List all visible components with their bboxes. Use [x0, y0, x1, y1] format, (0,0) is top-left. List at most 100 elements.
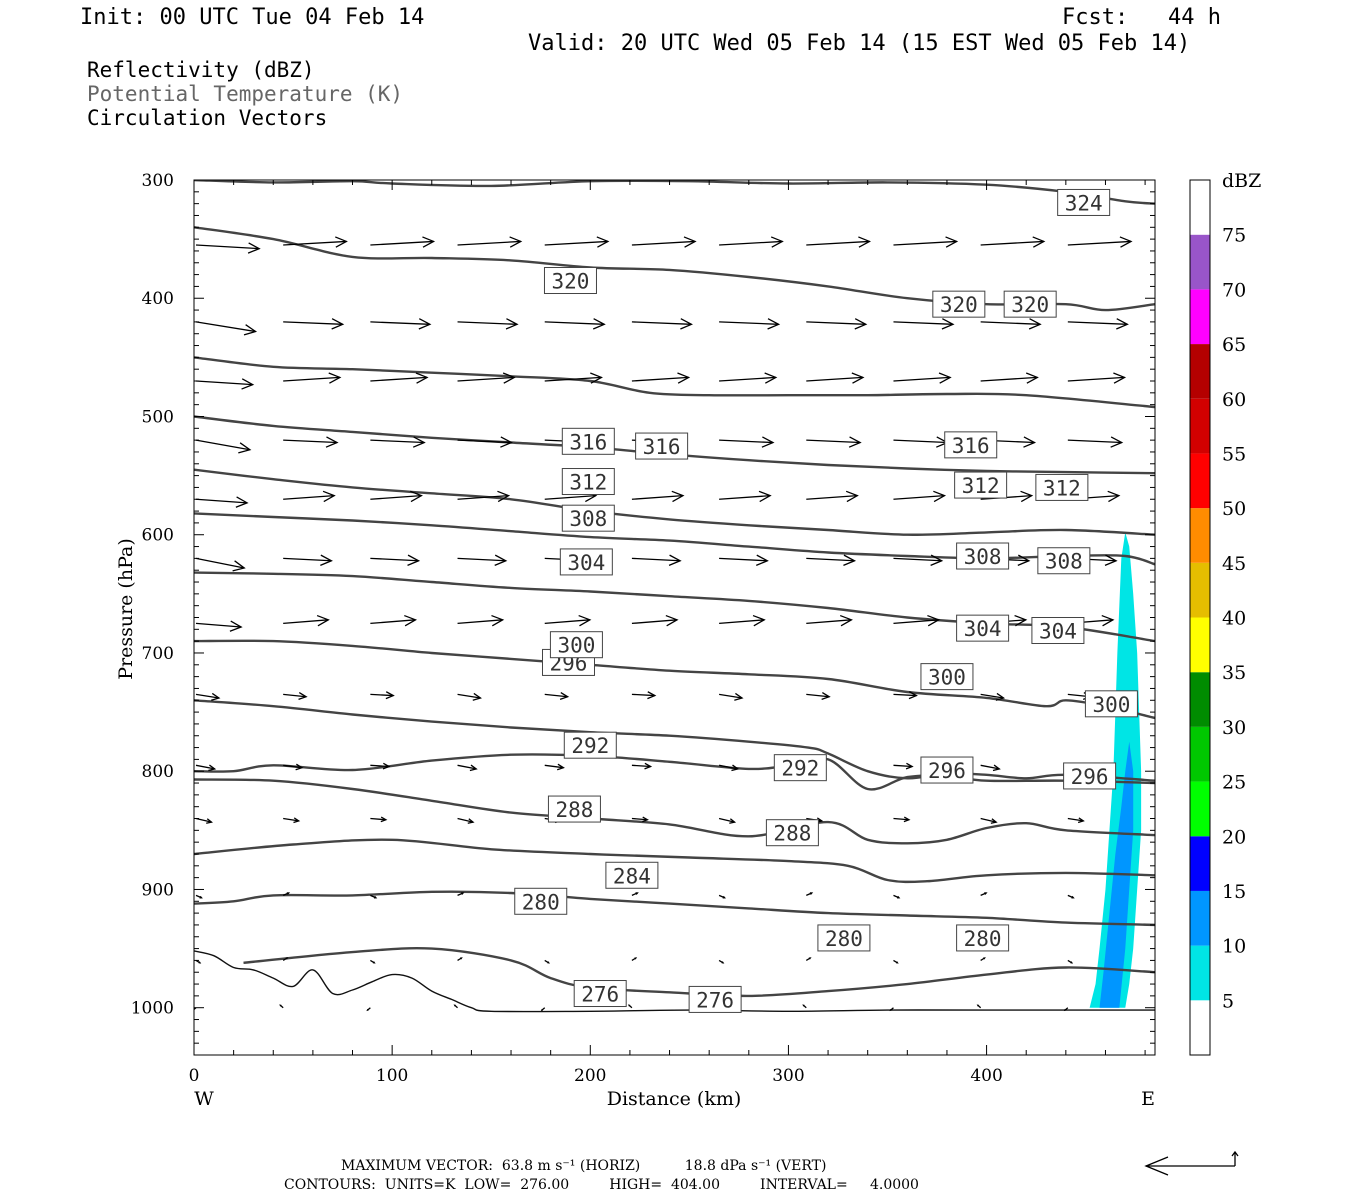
vector-head — [293, 817, 301, 824]
circulation-vector — [631, 495, 684, 500]
circulation-vector — [370, 376, 428, 382]
vector-head — [241, 378, 255, 390]
circulation-vector — [631, 693, 655, 697]
vector-head — [592, 318, 606, 330]
vector-head — [1119, 236, 1133, 248]
vector-head — [325, 436, 339, 448]
contour-label-box — [573, 980, 627, 1008]
circulation-vector — [370, 439, 425, 444]
vector-head — [752, 614, 766, 627]
vector-head — [596, 236, 610, 248]
contour-label-box — [563, 731, 617, 759]
vector-head — [767, 318, 781, 330]
circulation-vector — [195, 498, 248, 504]
colorbar-level-label: 65 — [1222, 334, 1246, 356]
vector-head — [206, 818, 213, 824]
circulation-vector — [283, 817, 299, 822]
vector-head — [380, 816, 388, 823]
vector-head — [328, 372, 342, 384]
vector-head — [320, 554, 333, 566]
colorbar-swatch — [1190, 836, 1210, 891]
contour-label-box — [944, 431, 998, 459]
vector-head — [198, 961, 202, 964]
theta-contour-280 — [243, 947, 1155, 998]
vector-head — [509, 236, 523, 248]
contour-label-280: 280 — [956, 924, 1010, 952]
contour-label-text: 300 — [557, 634, 595, 658]
colorbar-swatch — [1190, 890, 1210, 946]
contour-label-box — [954, 471, 1008, 499]
vector-head — [903, 816, 911, 823]
circulation-vector — [1067, 817, 1084, 822]
vector-head — [642, 816, 649, 823]
vector-head — [1101, 614, 1115, 627]
contour-label-box — [549, 631, 603, 659]
y-tick-label: 1000 — [131, 999, 174, 1019]
vector-head — [1070, 961, 1074, 964]
contour-label-box — [559, 548, 613, 576]
circulation-vector — [457, 619, 503, 625]
vector-head — [758, 490, 772, 503]
vector-head — [502, 372, 516, 384]
vector-head — [279, 1004, 282, 1007]
circulation-vector — [283, 764, 302, 769]
circulation-vector — [631, 240, 696, 246]
contour-label-text: 296 — [1071, 765, 1109, 789]
vector-head — [983, 957, 986, 960]
circulation-vector — [893, 557, 942, 562]
colorbar-swatch — [1190, 672, 1210, 727]
circulation-vector — [893, 240, 957, 246]
contour-label-text: 280 — [825, 927, 863, 951]
contour-label-316: 316 — [635, 432, 689, 460]
circulation-vector — [283, 557, 332, 562]
contour-label-276: 276 — [688, 985, 742, 1013]
contour-label-276: 276 — [573, 980, 627, 1008]
circulation-vector — [893, 376, 951, 382]
contour-label-box — [920, 663, 974, 691]
vector-head — [848, 436, 862, 448]
colorbar-swatch — [1190, 781, 1210, 837]
contour-label-text: 284 — [613, 864, 651, 888]
contour-label-box — [956, 924, 1010, 952]
colorbar-swatch — [1190, 180, 1210, 235]
circulation-vector — [195, 764, 215, 770]
colorbar-swatch — [1190, 617, 1210, 673]
vector-head — [976, 1004, 979, 1007]
circulation-vector — [631, 619, 678, 625]
vector-head — [1023, 436, 1037, 448]
vector-head — [677, 372, 691, 384]
init-time: Init: 00 UTC Tue 04 Feb 14 — [80, 5, 425, 30]
vector-head — [404, 614, 418, 627]
vector-head — [331, 318, 345, 330]
contour-label-308: 308 — [1037, 547, 1091, 575]
colorbar-level-label: 5 — [1222, 990, 1234, 1012]
theta-contour-280 — [194, 890, 1155, 927]
circulation-vector — [457, 495, 509, 500]
vector-head — [229, 620, 243, 632]
vector-head — [235, 496, 249, 508]
colorbar-swatch — [1190, 726, 1210, 782]
colorbar-level-label: 60 — [1222, 389, 1246, 411]
circulation-vector — [719, 439, 774, 444]
contour-label-text: 324 — [1065, 191, 1103, 215]
vector-head — [627, 1004, 631, 1007]
circulation-vector — [980, 693, 1004, 699]
contour-label-text: 288 — [555, 798, 593, 822]
circulation-vector — [806, 495, 858, 500]
colorbar-level-label: 45 — [1222, 553, 1246, 575]
vector-head — [1071, 895, 1075, 899]
vector-head — [415, 372, 429, 384]
colorbar-level-label: 35 — [1222, 662, 1246, 684]
circulation-vector — [283, 619, 329, 625]
contour-label-box — [547, 795, 601, 823]
y-tick-label: 800 — [142, 762, 174, 782]
vector-head — [412, 436, 426, 448]
contour-label-text: 276 — [696, 988, 734, 1012]
vector-head — [295, 763, 304, 771]
vector-head — [243, 324, 258, 336]
circulation-vector — [283, 321, 343, 325]
contour-label-text: 316 — [643, 435, 681, 459]
circulation-vector — [457, 817, 474, 823]
circulation-vector — [370, 495, 422, 500]
